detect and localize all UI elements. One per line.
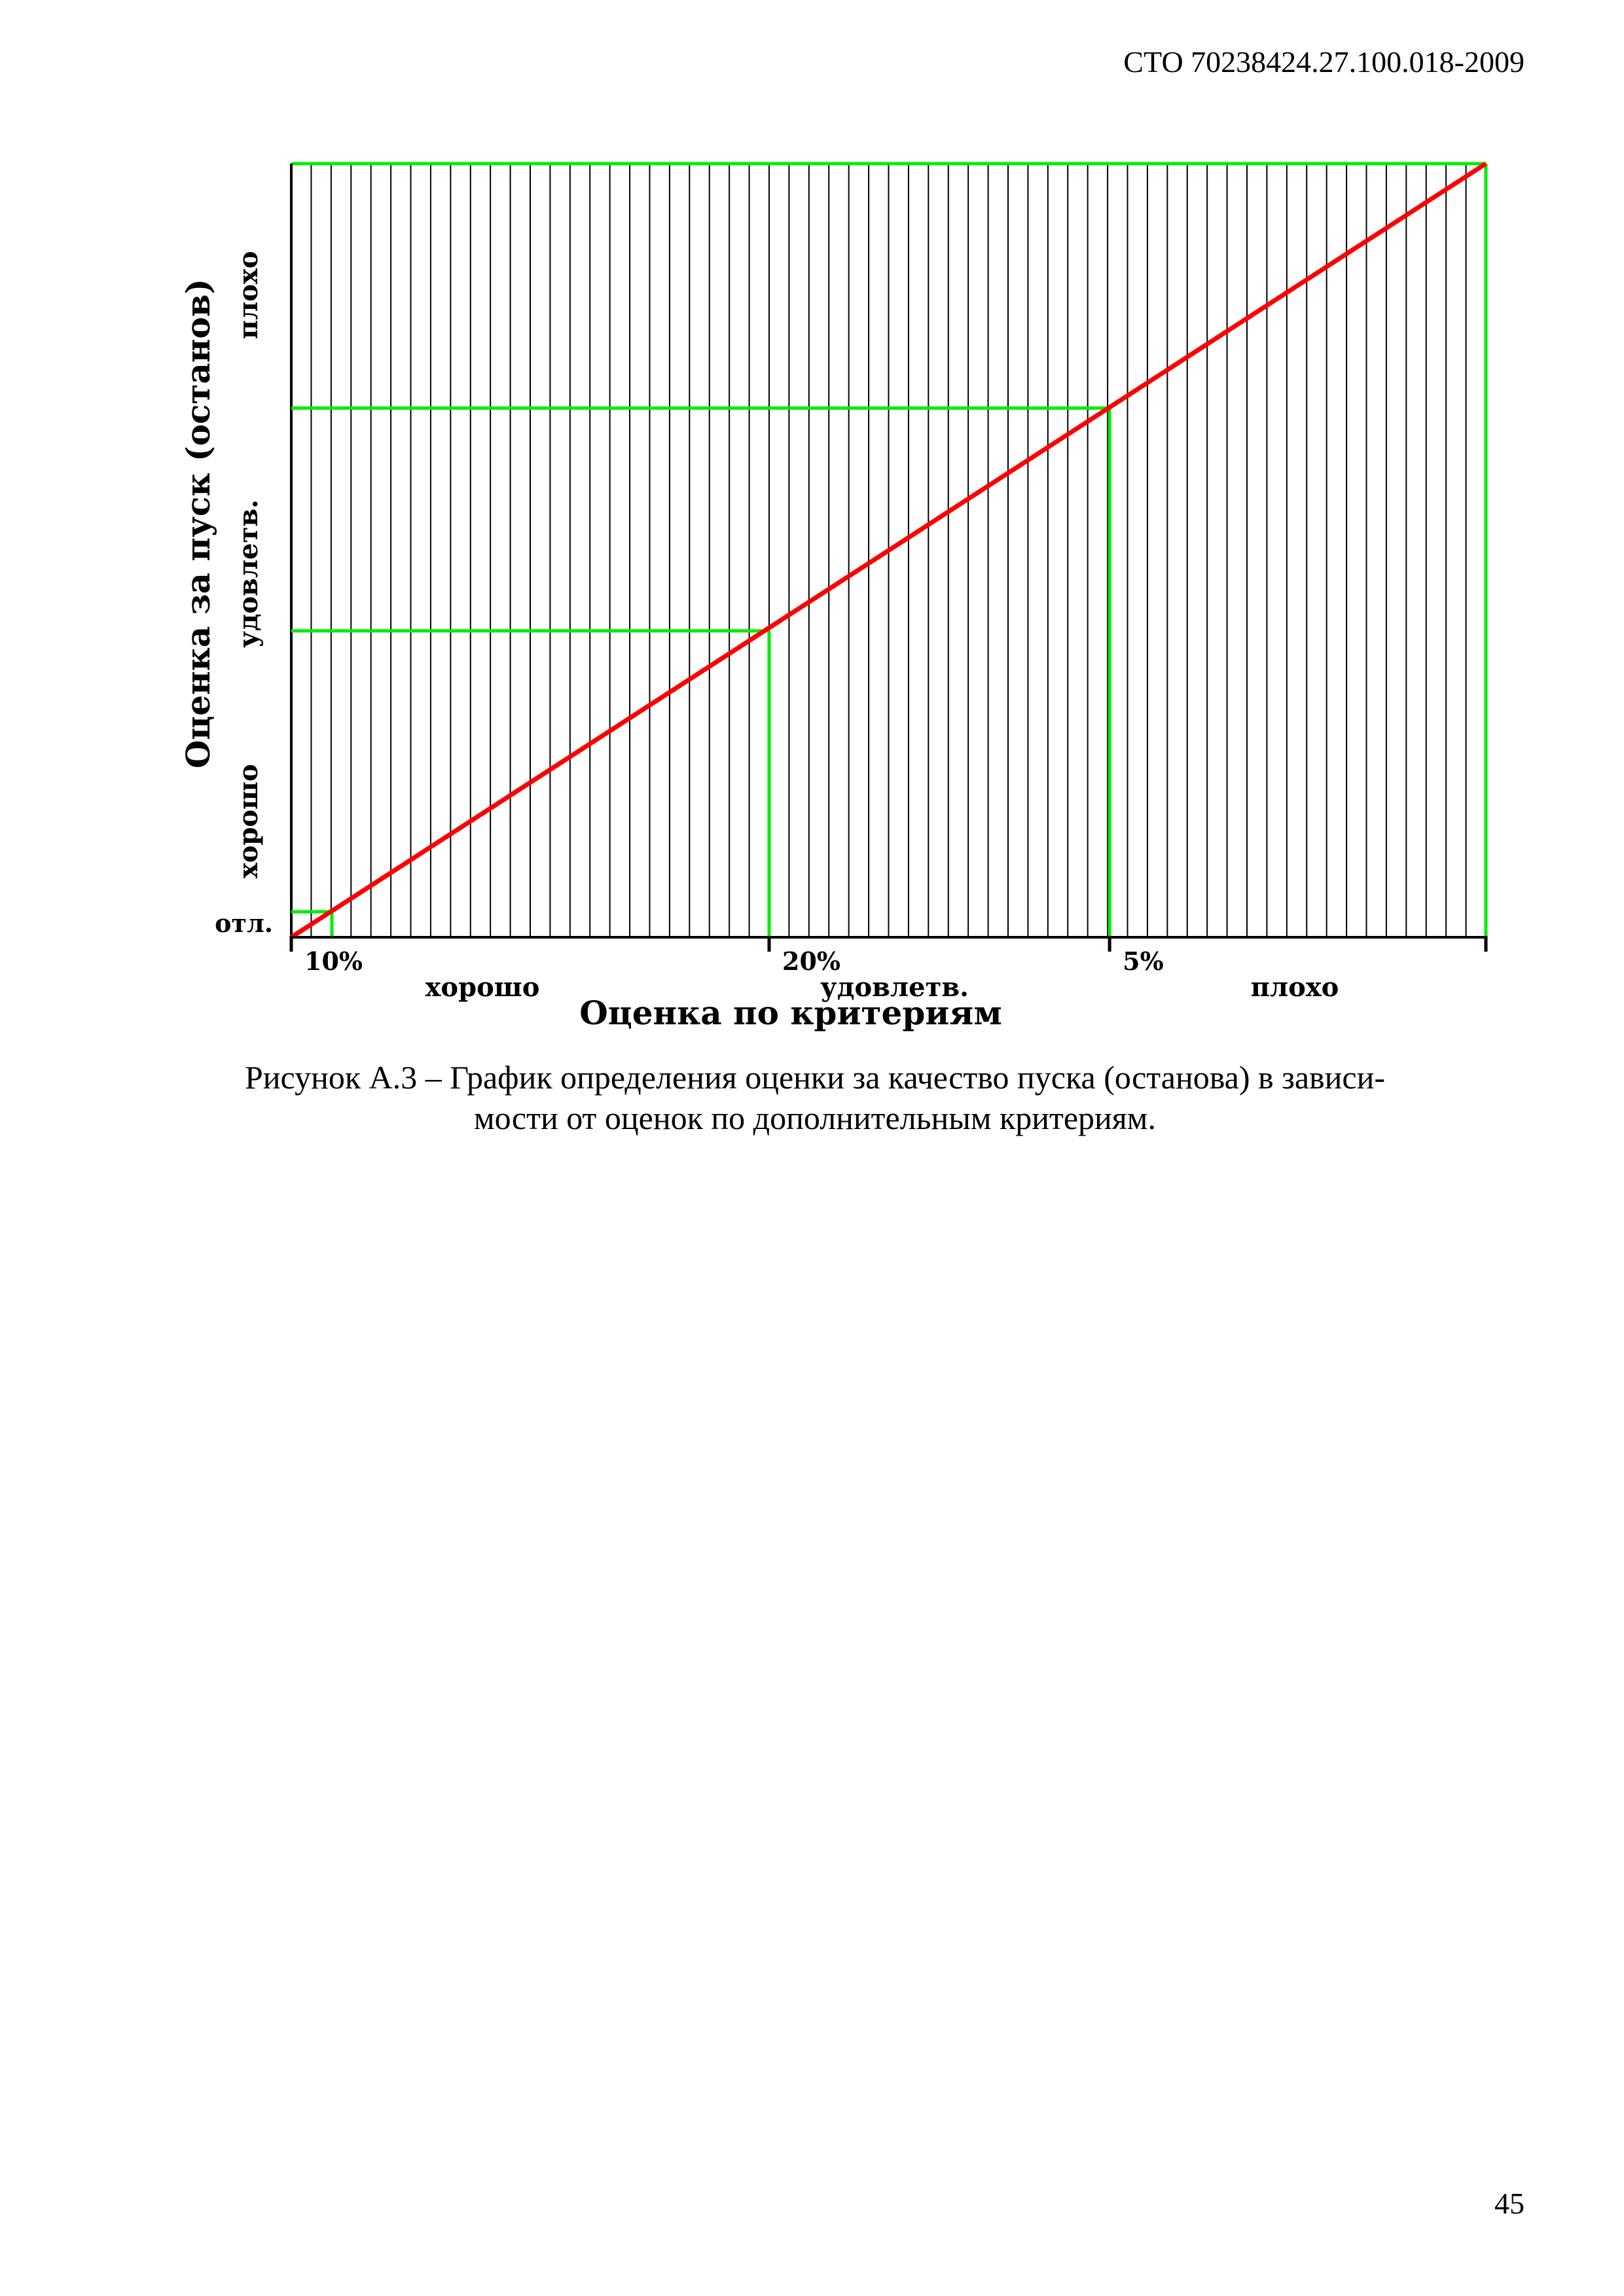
y-zone-label: удовлетв. bbox=[233, 499, 264, 648]
x-tick-label: 20% bbox=[782, 946, 840, 976]
x-axis: 10% 20% 5% bbox=[289, 936, 1488, 976]
chart-grid bbox=[310, 164, 1467, 937]
x-zone-label: плохо bbox=[1251, 972, 1339, 1003]
document-code-header: СТО 70238424.27.100.018-2009 bbox=[1123, 45, 1525, 79]
threshold-guides bbox=[291, 406, 1111, 937]
rating-line-series bbox=[290, 162, 1487, 939]
caption-line-1: Рисунок А.3 – График определения оценки … bbox=[244, 1059, 1386, 1096]
x-axis-title: Оценка по критериям bbox=[579, 994, 1002, 1032]
page-number: 45 bbox=[1494, 2187, 1525, 2220]
rating-chart: 10% 20% 5% хорошо удовлетв. плохо отл. хорошо у… bbox=[179, 162, 1488, 1032]
figure-caption: Рисунок А.3 – График определения оценки … bbox=[144, 1057, 1486, 1138]
rating-line bbox=[290, 162, 1487, 939]
y-axis-title: Оценка за пуск (останов) bbox=[179, 279, 217, 768]
x-tick-label: 10% bbox=[304, 946, 363, 976]
y-zone-label: плохо bbox=[233, 251, 264, 340]
x-zone-label: удовлетв. bbox=[820, 972, 969, 1003]
chart-labels: хорошо удовлетв. плохо отл. хорошо удовлетв. п… bbox=[215, 251, 1339, 1003]
y-zone-label: хорошо bbox=[233, 764, 264, 878]
y-zone-label: отл. bbox=[215, 908, 273, 938]
chart-frame bbox=[290, 162, 1488, 949]
caption-line-2: мости от оценок по дополнительным критер… bbox=[474, 1100, 1156, 1136]
x-tick-label: 5% bbox=[1123, 946, 1164, 976]
x-zone-label: хорошо bbox=[425, 972, 540, 1003]
